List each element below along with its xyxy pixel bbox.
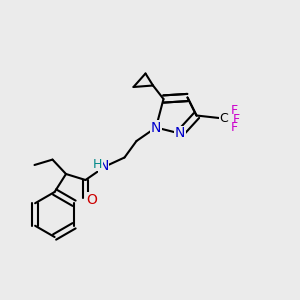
Text: N: N [175,127,185,140]
Text: O: O [87,193,98,206]
Text: C: C [219,112,228,125]
Text: N: N [98,160,109,173]
Text: H: H [93,158,102,171]
Text: N: N [151,121,161,134]
Text: F: F [230,103,238,117]
Text: F: F [230,121,238,134]
Text: F: F [232,112,240,126]
